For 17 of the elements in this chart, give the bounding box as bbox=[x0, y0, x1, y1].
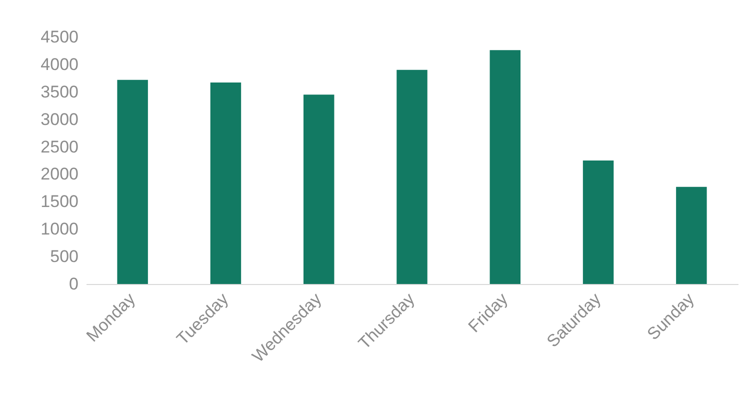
y-tick-label: 2000 bbox=[40, 164, 78, 184]
bar bbox=[676, 186, 707, 284]
y-tick-label: 1000 bbox=[40, 220, 78, 239]
y-tick-label: 2500 bbox=[40, 137, 78, 156]
y-tick-label: 0 bbox=[69, 274, 78, 294]
bar bbox=[396, 70, 428, 284]
bar bbox=[490, 50, 521, 284]
y-tick-label: 4500 bbox=[40, 28, 78, 46]
bar bbox=[117, 80, 148, 284]
y-tick-label: 500 bbox=[50, 247, 78, 266]
bar bbox=[303, 94, 334, 284]
bar bbox=[210, 82, 242, 284]
y-tick-label: 1500 bbox=[40, 192, 78, 212]
y-tick-label: 3500 bbox=[40, 82, 78, 102]
y-tick-label: 3000 bbox=[40, 110, 78, 129]
y-tick-label: 4000 bbox=[40, 54, 78, 74]
bar bbox=[582, 160, 614, 284]
